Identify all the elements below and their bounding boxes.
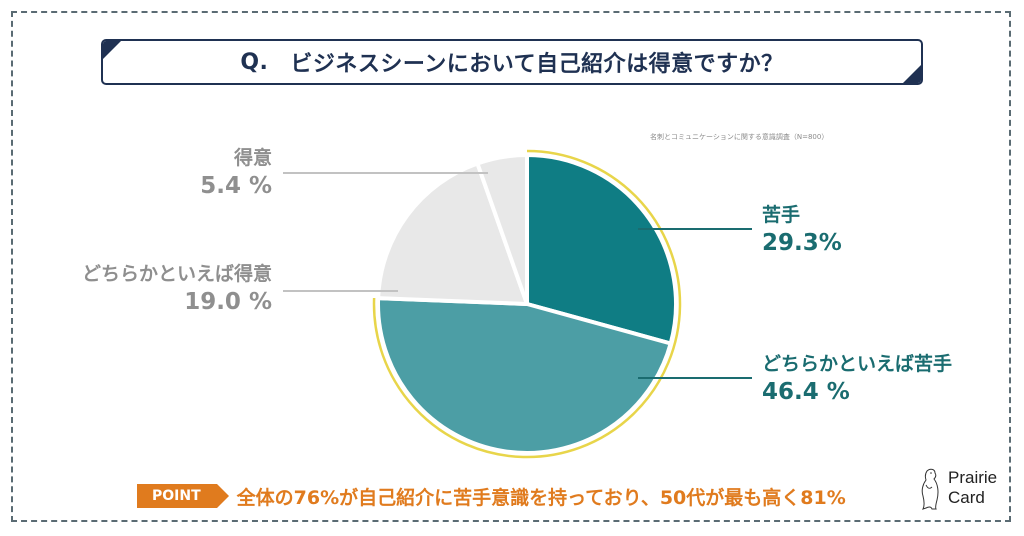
dashed-frame	[11, 11, 1011, 522]
logo-text: Prairie Card	[948, 468, 997, 508]
question-text: ビジネスシーンにおいて自己紹介は得意ですか？	[290, 52, 784, 77]
data-label-tokui: 得意 5.4 %	[200, 146, 272, 202]
leader-lines	[283, 172, 752, 379]
logo-line-1: Prairie	[948, 468, 998, 487]
slice-label: 苦手	[762, 204, 801, 226]
highlight-outline-arc	[372, 149, 682, 459]
slice-value: 5.4 %	[200, 173, 272, 199]
logo-line-2: Card	[948, 488, 985, 507]
pie-slice-1	[376, 296, 673, 455]
corner-accent-top-left	[103, 41, 122, 60]
prairie-dog-icon	[921, 468, 939, 510]
corner-accent-bottom-right	[902, 64, 921, 83]
prairie-card-logo: Prairie Card	[918, 467, 997, 511]
slice-label: どちらかといえば得意	[81, 263, 272, 285]
point-text: 全体の76%が自己紹介に苦手意識を持っており、50代が最も高く81%	[236, 486, 846, 509]
slice-value: 46.4 %	[762, 379, 850, 405]
point-badge: POINT	[137, 484, 229, 508]
source-note: 名刺とコミュニケーションに関する意識調査（N=800）	[650, 133, 829, 141]
point-summary: POINT 全体の76%が自己紹介に苦手意識を持っており、50代が最も高く81%	[137, 483, 846, 509]
question-title: Q. ビジネスシーンにおいて自己紹介は得意ですか？	[103, 41, 921, 83]
pie-slice-0	[525, 153, 678, 346]
question-prefix: Q.	[240, 49, 269, 75]
pie-slice-3	[475, 153, 529, 306]
slice-value: 19.0 %	[184, 289, 272, 315]
slice-label: どちらかといえば苦手	[762, 353, 953, 375]
data-label-dochiraka-tokui: どちらかといえば得意 19.0 %	[82, 262, 272, 318]
data-label-nigate: 苦手 29.3%	[762, 203, 842, 259]
slice-label: 得意	[233, 147, 272, 169]
pie-slices	[376, 153, 678, 455]
question-header: Q. ビジネスシーンにおいて自己紹介は得意ですか？	[101, 39, 923, 85]
data-label-dochiraka-nigate: どちらかといえば苦手 46.4 %	[762, 352, 952, 408]
slice-value: 29.3%	[762, 230, 842, 256]
